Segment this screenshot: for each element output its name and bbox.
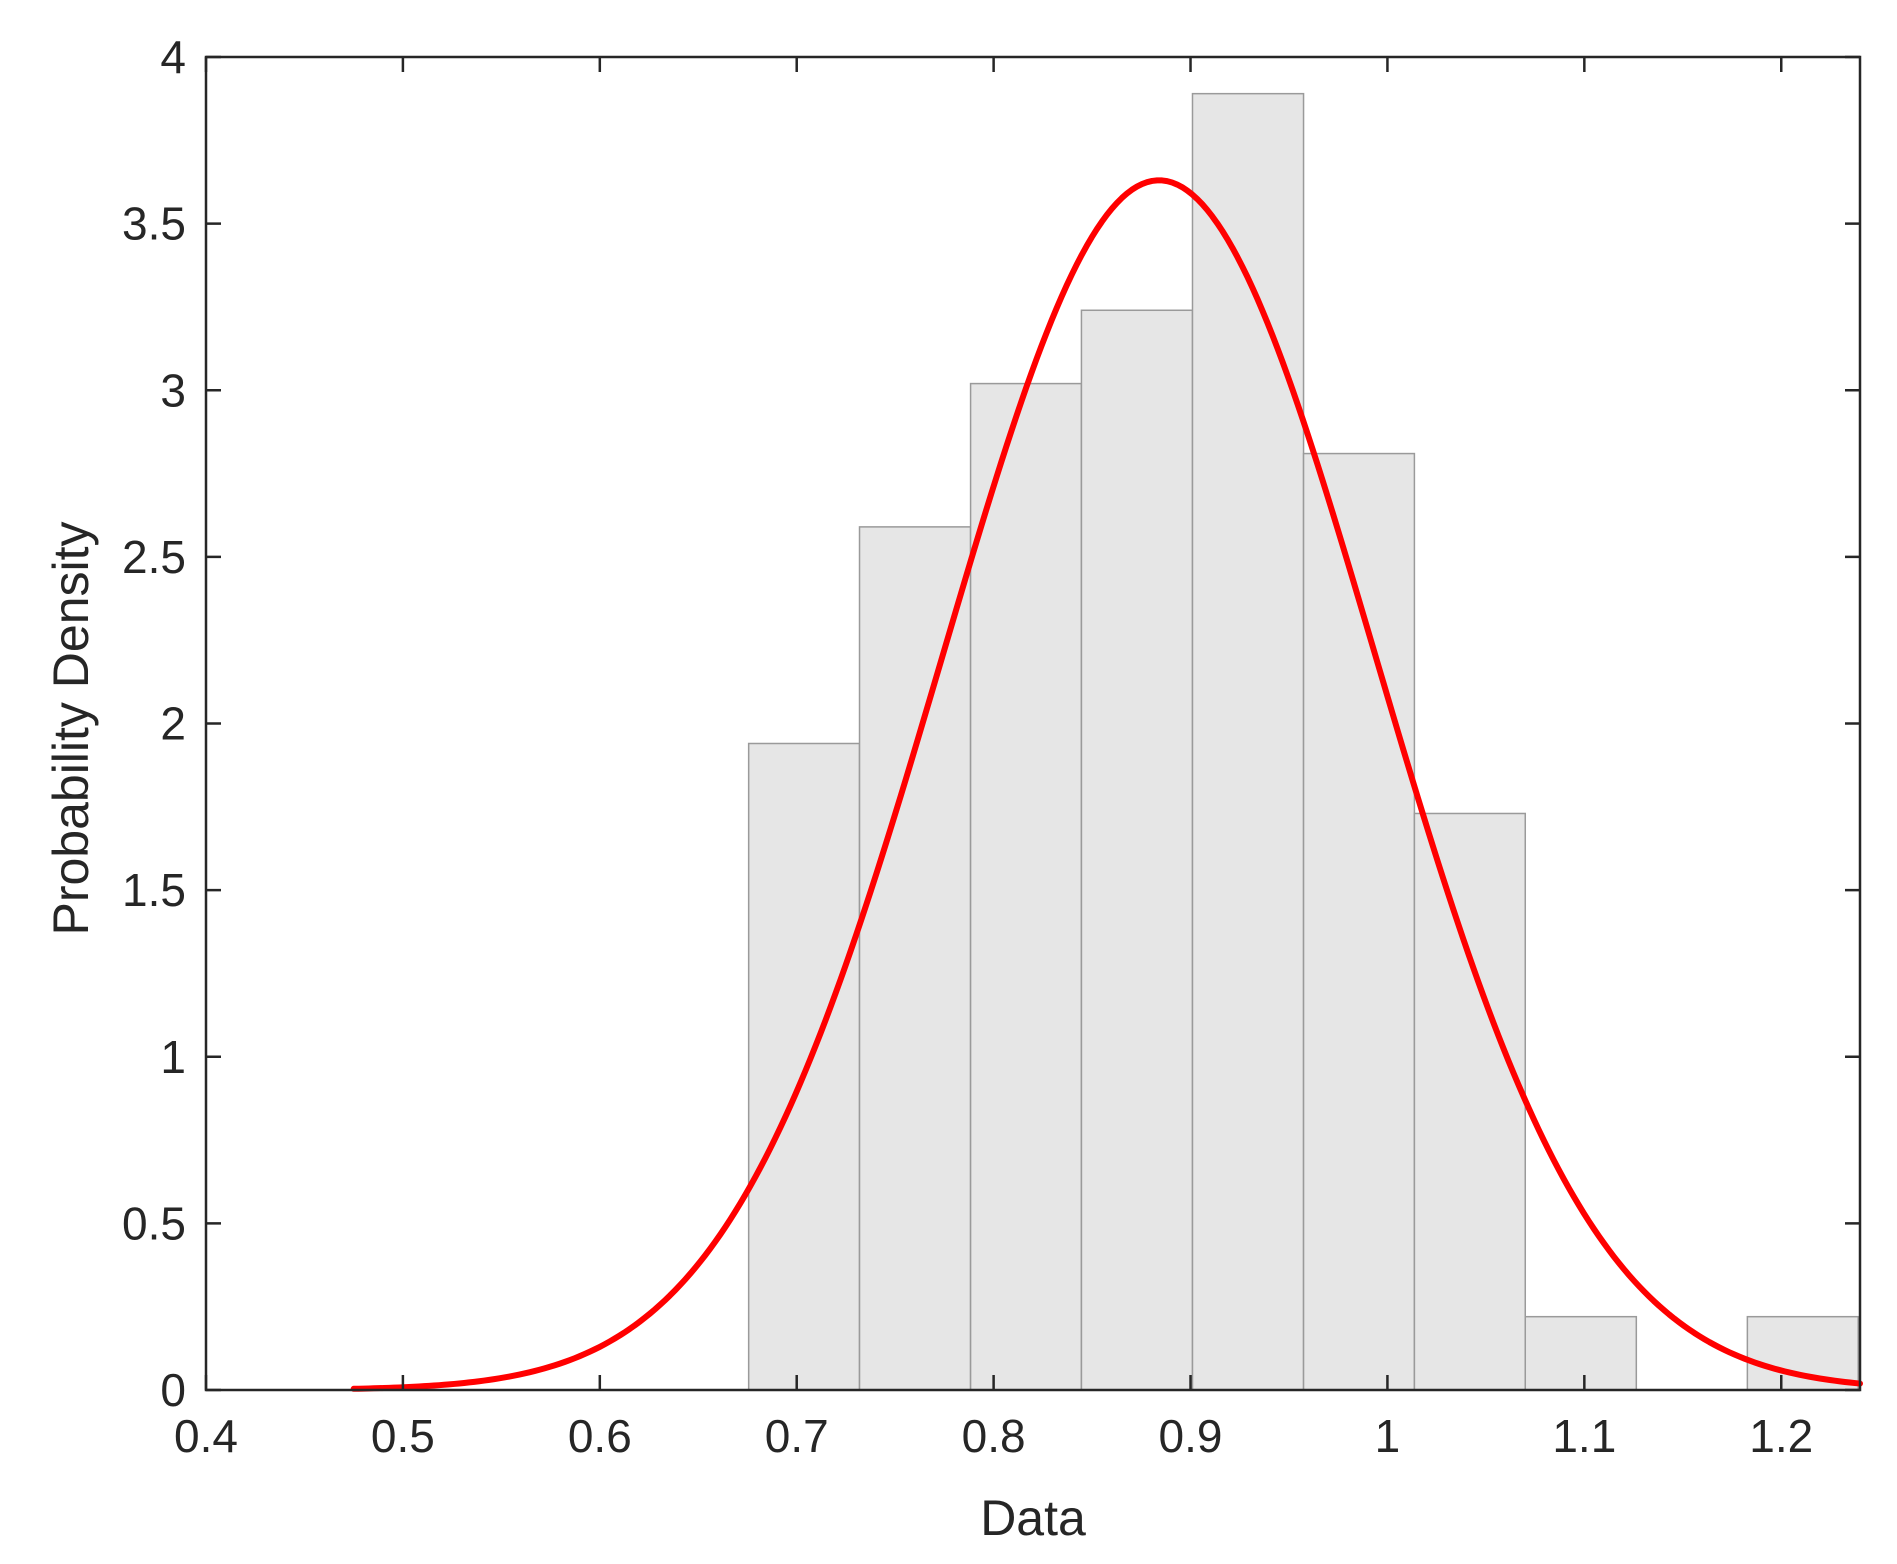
- histogram-bars: [747, 92, 1859, 1391]
- x-axis-label: Data: [980, 1490, 1086, 1546]
- y-tick-label: 3.5: [122, 198, 186, 250]
- x-tick-label: 0.9: [1159, 1410, 1223, 1462]
- x-tick-label: 1.1: [1552, 1410, 1616, 1462]
- x-tick-label: 0.5: [371, 1410, 435, 1462]
- histogram-bar: [1413, 812, 1527, 1391]
- normal-fit-curve: [350, 177, 1863, 1392]
- x-tick-label: 0.4: [174, 1410, 238, 1462]
- histogram-bar: [969, 382, 1083, 1391]
- x-tick-label: 1: [1375, 1410, 1401, 1462]
- histogram-bar: [1080, 309, 1194, 1391]
- y-tick-label: 1.5: [122, 864, 186, 916]
- x-tick-label: 1.2: [1749, 1410, 1813, 1462]
- histogram-bar: [1524, 1315, 1638, 1391]
- x-tick-label: 0.7: [765, 1410, 829, 1462]
- y-tick-label: 4: [160, 31, 186, 83]
- y-axis-label: Probability Density: [43, 521, 99, 935]
- y-tick-label: 1: [160, 1031, 186, 1083]
- histogram-bar: [858, 526, 972, 1391]
- y-tick-label: 0.5: [122, 1197, 186, 1249]
- x-tick-label: 0.8: [962, 1410, 1026, 1462]
- y-tick-label: 3: [160, 364, 186, 416]
- axis-ticks: [204, 55, 1860, 1392]
- y-tick-label: 2: [160, 698, 186, 750]
- y-tick-label: 0: [160, 1364, 186, 1416]
- y-tick-labels: 0 0.5 1 1.5 2 2.5 3 3.5 4: [122, 31, 186, 1416]
- x-tick-labels: 0.4 0.5 0.6 0.7 0.8 0.9 1 1.1 1.2: [174, 1410, 1813, 1462]
- histogram-bar: [1191, 92, 1305, 1391]
- y-tick-label: 2.5: [122, 531, 186, 583]
- x-tick-label: 0.6: [568, 1410, 632, 1462]
